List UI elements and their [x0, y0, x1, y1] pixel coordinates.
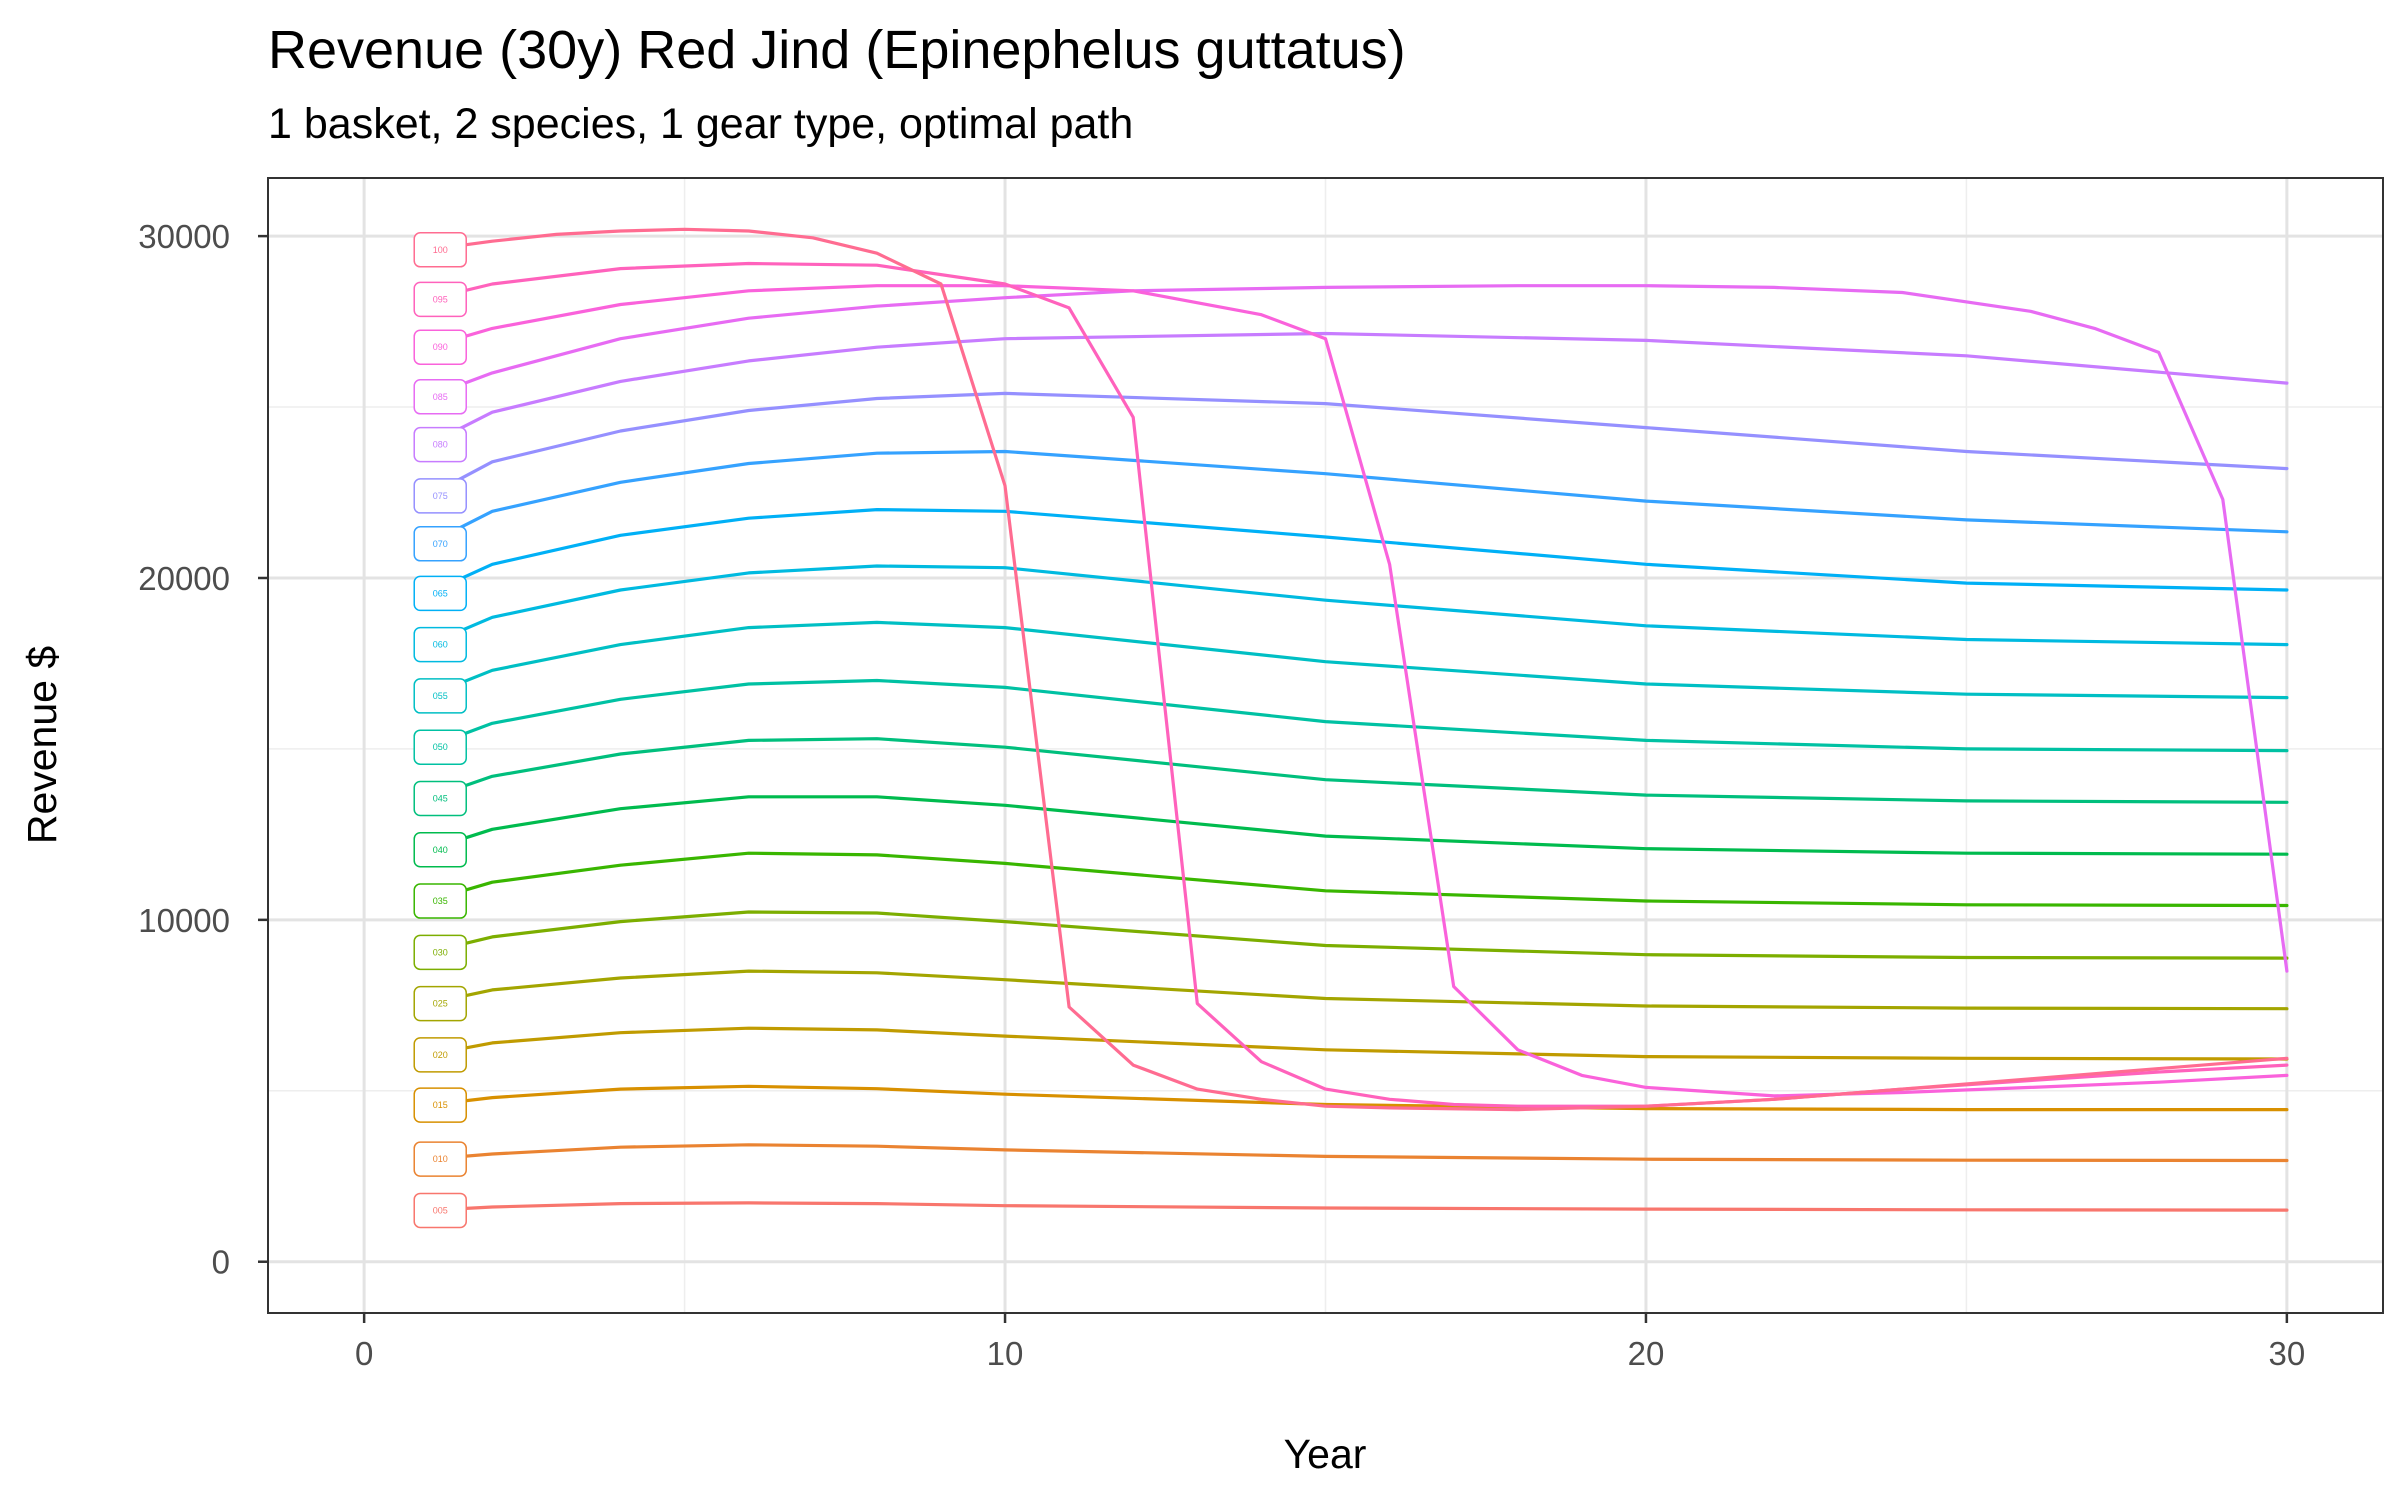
series-line-080 — [426, 331, 2289, 447]
series-line-075 — [426, 391, 2289, 498]
series-label-020: 020 — [413, 1037, 467, 1073]
series-label-box — [413, 934, 467, 971]
series-label-text: 095 — [433, 294, 448, 304]
series-label-box — [413, 1087, 467, 1123]
series-lines — [426, 227, 2289, 1213]
series-label-text: 085 — [433, 392, 448, 402]
series-label-010: 010 — [413, 1141, 467, 1177]
series-label-text: 020 — [433, 1050, 448, 1060]
series-line-010 — [426, 1143, 2289, 1163]
series-label-box — [413, 626, 467, 663]
series-label-text: 035 — [433, 896, 448, 906]
series-line-085 — [426, 284, 2289, 973]
series-labels: 005 010 015 020 025 030 035 040 045 050 055 060 065 0… — [413, 232, 467, 1229]
series-label-text: 010 — [433, 1154, 448, 1164]
series-label-text: 005 — [433, 1205, 448, 1215]
series-label-box — [413, 678, 467, 714]
y-tick-label: 10000 — [138, 902, 230, 939]
x-tick-label: 10 — [987, 1335, 1024, 1372]
series-line-100 — [426, 227, 2289, 1112]
series-label-090: 090 — [413, 329, 467, 365]
series-line-060 — [426, 564, 2289, 647]
series-label-text: 045 — [433, 793, 448, 803]
series-label-005: 005 — [413, 1192, 467, 1229]
series-line-040 — [426, 795, 2289, 856]
series-label-box — [413, 1037, 467, 1073]
y-tick-label: 20000 — [138, 560, 230, 597]
x-tick-label: 30 — [2269, 1335, 2306, 1372]
series-line-020 — [426, 1026, 2289, 1061]
series-label-text: 050 — [433, 742, 448, 752]
series-label-045: 045 — [413, 780, 467, 817]
series-label-box — [413, 329, 467, 365]
series-label-box — [413, 832, 467, 868]
series-label-035: 035 — [413, 883, 467, 919]
series-label-text: 060 — [433, 640, 448, 650]
series-label-box — [413, 379, 467, 415]
series-label-050: 050 — [413, 729, 467, 765]
series-line-070 — [426, 449, 2289, 546]
x-axis-title: Year — [1284, 1431, 1367, 1477]
y-tick-label: 30000 — [138, 218, 230, 255]
series-line-025 — [426, 969, 2289, 1011]
series-label-015: 015 — [413, 1087, 467, 1123]
series-label-025: 025 — [413, 985, 467, 1022]
series-label-text: 090 — [433, 342, 448, 352]
series-label-text: 080 — [433, 440, 448, 450]
series-line-015 — [426, 1084, 2289, 1112]
series-label-040: 040 — [413, 832, 467, 868]
series-label-box — [413, 883, 467, 919]
series-label-065: 065 — [413, 575, 467, 612]
gridlines — [268, 178, 2383, 1313]
y-axis-title: Revenue $ — [19, 646, 65, 845]
series-label-text: 025 — [433, 999, 448, 1009]
series-label-070: 070 — [413, 526, 467, 562]
series-label-055: 055 — [413, 678, 467, 714]
chart-subtitle: 1 basket, 2 species, 1 gear type, optima… — [268, 100, 1133, 148]
series-label-060: 060 — [413, 626, 467, 663]
series-label-box — [413, 985, 467, 1022]
series-label-080: 080 — [413, 426, 467, 463]
series-label-box — [413, 478, 467, 514]
series-label-text: 055 — [433, 691, 448, 701]
plot-border — [267, 177, 2384, 1314]
series-label-text: 015 — [433, 1100, 448, 1110]
series-label-box — [413, 780, 467, 817]
series-line-065 — [426, 508, 2289, 596]
y-tick-label: 0 — [212, 1244, 230, 1281]
series-line-055 — [426, 620, 2289, 700]
series-line-005 — [426, 1201, 2289, 1213]
series-label-box — [413, 729, 467, 765]
series-label-095: 095 — [413, 281, 467, 318]
series-label-text: 070 — [433, 539, 448, 549]
series-label-box — [413, 426, 467, 463]
x-tick-label: 20 — [1628, 1335, 1665, 1372]
x-tick-label: 0 — [355, 1335, 373, 1372]
series-label-box — [413, 526, 467, 562]
series-label-100: 100 — [413, 232, 467, 268]
series-label-box — [413, 232, 467, 268]
series-label-box — [413, 1192, 467, 1229]
series-line-050 — [426, 678, 2289, 753]
series-line-090 — [426, 284, 2289, 1098]
series-label-030: 030 — [413, 934, 467, 971]
series-label-text: 075 — [433, 491, 448, 501]
series-line-045 — [426, 737, 2289, 804]
chart-title: Revenue (30y) Red Jind (Epinephelus gutt… — [268, 20, 1406, 80]
series-label-box — [413, 1141, 467, 1177]
series-label-085: 085 — [413, 379, 467, 415]
series-label-text: 030 — [433, 947, 448, 957]
series-label-text: 065 — [433, 588, 448, 598]
series-label-box — [413, 575, 467, 612]
series-label-text: 040 — [433, 845, 448, 855]
series-label-box — [413, 281, 467, 318]
series-label-075: 075 — [413, 478, 467, 514]
series-line-035 — [426, 851, 2289, 908]
series-line-030 — [426, 910, 2289, 960]
series-label-text: 100 — [433, 245, 448, 255]
